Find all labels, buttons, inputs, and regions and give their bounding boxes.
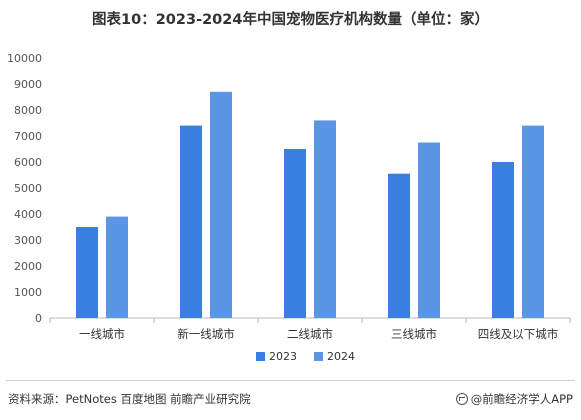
x-category-label-0: 一线城市 — [79, 327, 125, 341]
chart-title: 图表10：2023-2024年中国宠物医疗机构数量（单位：家） — [92, 12, 489, 28]
source-note: 资料来源：PetNotes 百度地图 前瞻产业研究院 — [8, 392, 251, 406]
legend-swatch-2024 — [314, 352, 323, 361]
bar-2024-1 — [210, 91, 232, 318]
y-tick-label-10: 10000 — [7, 52, 42, 65]
bar-2024-3 — [418, 142, 440, 318]
footer: 资料来源：PetNotes 百度地图 前瞻产业研究院 @前瞻经济学人APP — [0, 378, 581, 420]
publisher-logo-icon — [455, 393, 468, 405]
y-tick-label-8: 8000 — [14, 104, 42, 117]
legend-label-2023: 2023 — [269, 350, 297, 363]
bar-2024-0 — [106, 216, 128, 318]
y-tick-label-6: 6000 — [14, 156, 42, 169]
bar-2024-2 — [314, 120, 336, 319]
x-category-label-3: 三线城市 — [391, 327, 437, 341]
legend-label-2024: 2024 — [327, 350, 355, 363]
y-tick-label-2: 2000 — [14, 260, 42, 273]
y-tick-label-4: 4000 — [14, 208, 42, 221]
x-category-label-4: 四线及以下城市 — [478, 327, 559, 341]
bar-2023-1 — [180, 125, 202, 318]
publisher-credit-text: @前瞻经济学人APP — [470, 392, 573, 406]
x-category-label-1: 新一线城市 — [177, 327, 235, 341]
bar-2023-4 — [492, 162, 514, 318]
bar-chart: 0 1000 2000 3000 4000 5000 6000 7000 8000 9000 100… — [7, 52, 571, 363]
bar-2023-3 — [388, 173, 410, 318]
y-tick-label-1: 1000 — [14, 286, 42, 299]
x-category-label-2: 二线城市 — [287, 327, 333, 341]
y-tick-label-5: 5000 — [14, 182, 42, 195]
bar-2023-2 — [284, 149, 306, 318]
y-tick-label-3: 3000 — [14, 234, 42, 247]
legend-swatch-2023 — [256, 352, 265, 361]
bar-2024-4 — [522, 125, 544, 318]
footer-divider — [6, 380, 575, 381]
y-tick-label-0: 0 — [35, 312, 42, 325]
publisher-credit: @前瞻经济学人APP — [455, 391, 573, 407]
y-tick-label-7: 7000 — [14, 130, 42, 143]
bar-2023-0 — [76, 227, 98, 318]
y-tick-label-9: 9000 — [14, 78, 42, 91]
